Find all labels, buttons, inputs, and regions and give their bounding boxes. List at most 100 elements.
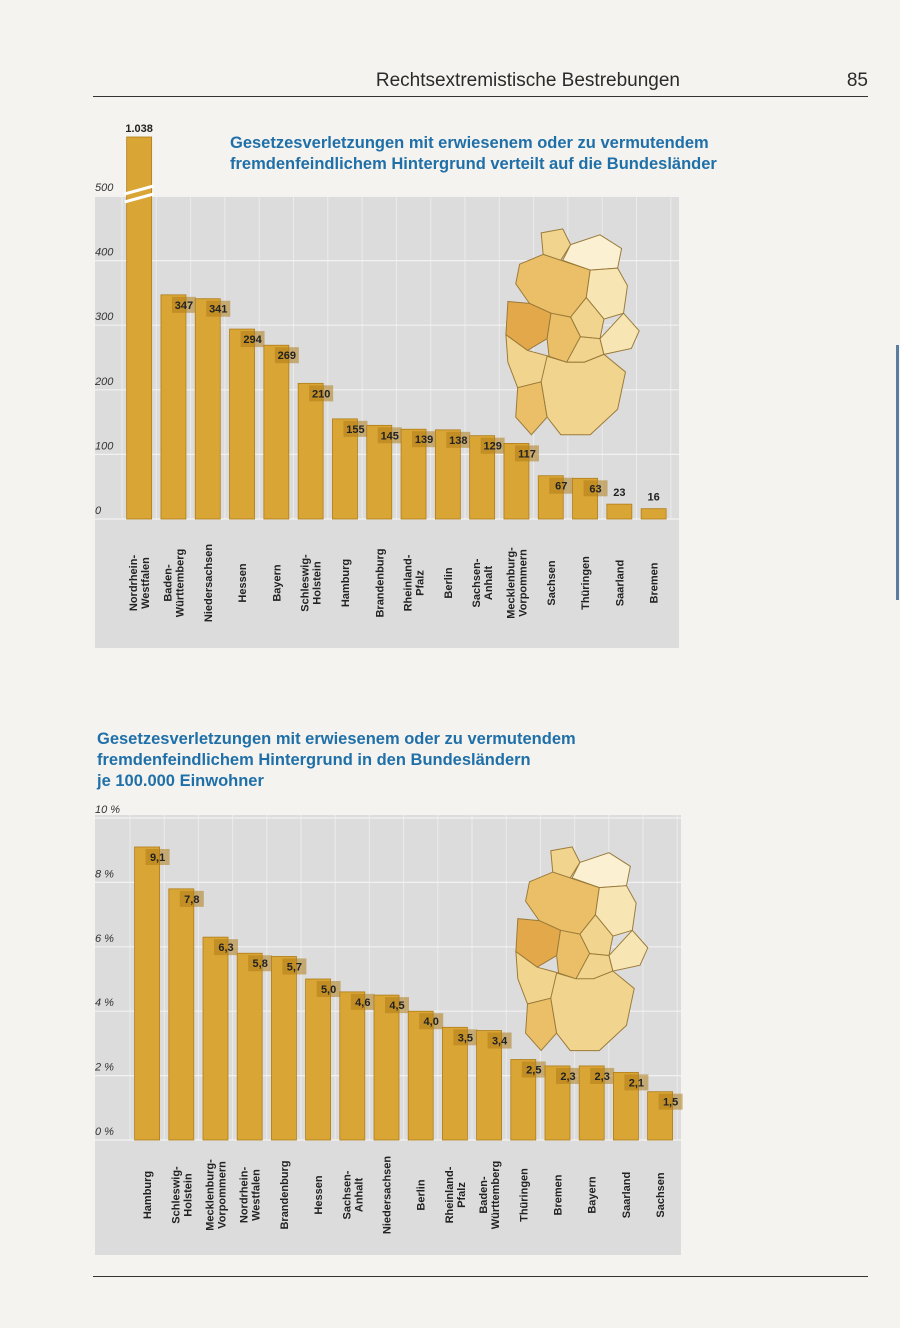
chart1-value-label: 294 bbox=[243, 334, 262, 346]
chart1-value-label: 341 bbox=[209, 304, 227, 316]
chart1-category-label: Baden- bbox=[162, 564, 174, 602]
chart2-category-label: Mecklenburg- bbox=[205, 1159, 217, 1231]
chart2-ytick-label: 4 % bbox=[95, 997, 114, 1009]
chart2-bar bbox=[168, 888, 195, 1141]
chart1-category-label: Hamburg bbox=[340, 559, 352, 607]
chart1-category-label: Berlin bbox=[443, 567, 455, 598]
chart2-value-label-box bbox=[419, 1013, 444, 1030]
chart2-value-label-box bbox=[179, 890, 204, 907]
chart2-value-label: 3,5 bbox=[458, 1032, 473, 1044]
chart1-title-line-1: Gesetzesverletzungen mit erwiesenem oder… bbox=[230, 134, 709, 152]
chart2-ytick-label: 6 % bbox=[95, 933, 114, 945]
chart1-category-label: Holstein bbox=[312, 561, 324, 605]
chart2-category-label: Westfalen bbox=[251, 1169, 263, 1221]
chart1-ytick-label: 200 bbox=[94, 376, 114, 388]
chart1-value-label: 210 bbox=[312, 388, 330, 400]
chart1-value-label: 269 bbox=[278, 350, 296, 362]
chart1-axis-break-mark bbox=[124, 184, 155, 204]
chart2-category-label: Nordrhein- bbox=[239, 1167, 251, 1224]
chart2-value-label: 3,4 bbox=[492, 1036, 508, 1048]
chart2-category-label: Sachsen- bbox=[341, 1170, 353, 1219]
chart2-bar bbox=[407, 1010, 434, 1141]
chart2-category-label: Holstein bbox=[182, 1173, 194, 1217]
chart2-value-label-box bbox=[624, 1074, 649, 1091]
chart1-bar bbox=[160, 294, 187, 520]
chart1-value-label-box bbox=[309, 385, 334, 402]
chart1-value-label-box bbox=[446, 431, 471, 448]
chart1-value-label: 138 bbox=[449, 435, 467, 447]
chart2-category-label: Württemberg bbox=[490, 1161, 502, 1229]
chart2-value-label: 2,1 bbox=[629, 1077, 644, 1089]
chart1-bar bbox=[263, 344, 290, 520]
chart2-value-label: 2,3 bbox=[560, 1071, 575, 1083]
chart1-category-label: Württemberg bbox=[174, 549, 186, 617]
chart2-value-label-box bbox=[556, 1067, 580, 1084]
chart2-value-label-box bbox=[350, 993, 375, 1010]
chart2-bar bbox=[236, 952, 263, 1141]
chart2-value-label-box bbox=[316, 981, 341, 997]
chart2-map-state-schleswig-holstein bbox=[550, 846, 581, 879]
chart2-value-label-box bbox=[453, 1029, 478, 1046]
chart2-title-line-3: je 100.000 Einwohner bbox=[97, 772, 264, 790]
chart2-value-label: 4,0 bbox=[424, 1016, 439, 1028]
chart1-map-of-germany bbox=[505, 228, 640, 436]
chart1-category-label: Thüringen bbox=[580, 556, 592, 610]
chart-bundeslaender-per-capita: 0 % 2 % 4 % 6 % 8 % 10 % 9,1 Hamburg 7,8 Schleswi… bbox=[94, 804, 683, 1255]
chart2-category-label: Rheinland- bbox=[444, 1166, 456, 1223]
chart2-category-label: Hessen bbox=[313, 1175, 325, 1214]
chart2-value-label: 5,7 bbox=[287, 961, 302, 973]
chart1-value-label: 1.038 bbox=[125, 123, 153, 135]
chart1-ytick-label: 100 bbox=[95, 440, 114, 452]
chart1-map-state-bayern bbox=[540, 353, 627, 436]
chart2-category-label: Brandenburg bbox=[279, 1160, 291, 1229]
chart1-value-label: 347 bbox=[175, 300, 193, 312]
chart2-category-label: Niedersachsen bbox=[382, 1156, 394, 1235]
chart1-value-label: 16 bbox=[648, 492, 660, 504]
chart1-value-label-box bbox=[480, 437, 505, 454]
chart2-map-of-germany bbox=[515, 846, 649, 1052]
chart1-ytick-label: 300 bbox=[95, 311, 114, 323]
chart1-category-label: Hessen bbox=[237, 563, 249, 602]
chart1-category-label: Rheinland- bbox=[403, 554, 415, 611]
chart2-category-label: Schleswig- bbox=[170, 1166, 182, 1224]
chart1-value-label-box bbox=[206, 300, 231, 317]
chart2-bar bbox=[339, 991, 366, 1141]
chart1-title-line-2: fremdenfeindlichem Hintergrund verteilt … bbox=[230, 155, 717, 173]
chart1-title: Gesetzesverletzungen mit erwiesenem oder… bbox=[230, 133, 717, 175]
chart1-ytick-label: 0 bbox=[95, 505, 102, 517]
chart2-bar bbox=[134, 846, 161, 1141]
chart1-category-label: Vorpommern bbox=[517, 549, 529, 617]
chart2-category-label: Vorpommern bbox=[217, 1161, 229, 1229]
chart2-ytick-label: 2 % bbox=[94, 1062, 114, 1074]
chart1-value-label: 63 bbox=[589, 483, 601, 495]
chart2-value-label-box bbox=[282, 958, 307, 975]
chart1-value-label: 139 bbox=[415, 434, 433, 446]
chart2-category-label: Hamburg bbox=[142, 1171, 154, 1219]
chart2-value-label-box bbox=[590, 1067, 615, 1084]
chart1-value-label: 155 bbox=[346, 424, 364, 436]
page-edge-mark bbox=[896, 345, 899, 600]
chart2-value-label: 4,5 bbox=[389, 1000, 404, 1012]
chart2-value-label: 1,5 bbox=[663, 1097, 678, 1109]
chart1-category-label: Sachsen bbox=[546, 560, 558, 606]
chart1-bar bbox=[194, 298, 221, 520]
chart2-value-label-box bbox=[521, 1061, 546, 1078]
chart2-category-label: Pfalz bbox=[456, 1182, 468, 1208]
chart1-value-label-box bbox=[549, 477, 574, 494]
chart1-category-label: Saarland bbox=[614, 560, 626, 606]
chart1-value-label: 145 bbox=[381, 430, 399, 442]
chart2-bar bbox=[441, 1026, 468, 1141]
chart2-value-label-box bbox=[214, 939, 238, 956]
chart2-value-label: 7,8 bbox=[184, 894, 199, 906]
chart2-ytick-label: 0 % bbox=[95, 1126, 114, 1138]
chart2-value-label: 5,8 bbox=[253, 958, 268, 970]
chart1-map-state-sachsen bbox=[599, 312, 640, 355]
chart1-bar bbox=[640, 508, 667, 520]
chart2-value-label: 2,3 bbox=[595, 1071, 610, 1083]
chart2-value-label: 4,6 bbox=[355, 997, 370, 1009]
chart2-title-line-2: fremdenfeindlichem Hintergrund in den Bu… bbox=[97, 751, 531, 769]
chart2-value-label-box bbox=[487, 1032, 512, 1049]
chart2-ytick-label: 10 % bbox=[95, 804, 120, 816]
chart1-category-label: Niedersachsen bbox=[203, 544, 215, 623]
chart1-category-label: Sachsen- bbox=[471, 558, 483, 607]
